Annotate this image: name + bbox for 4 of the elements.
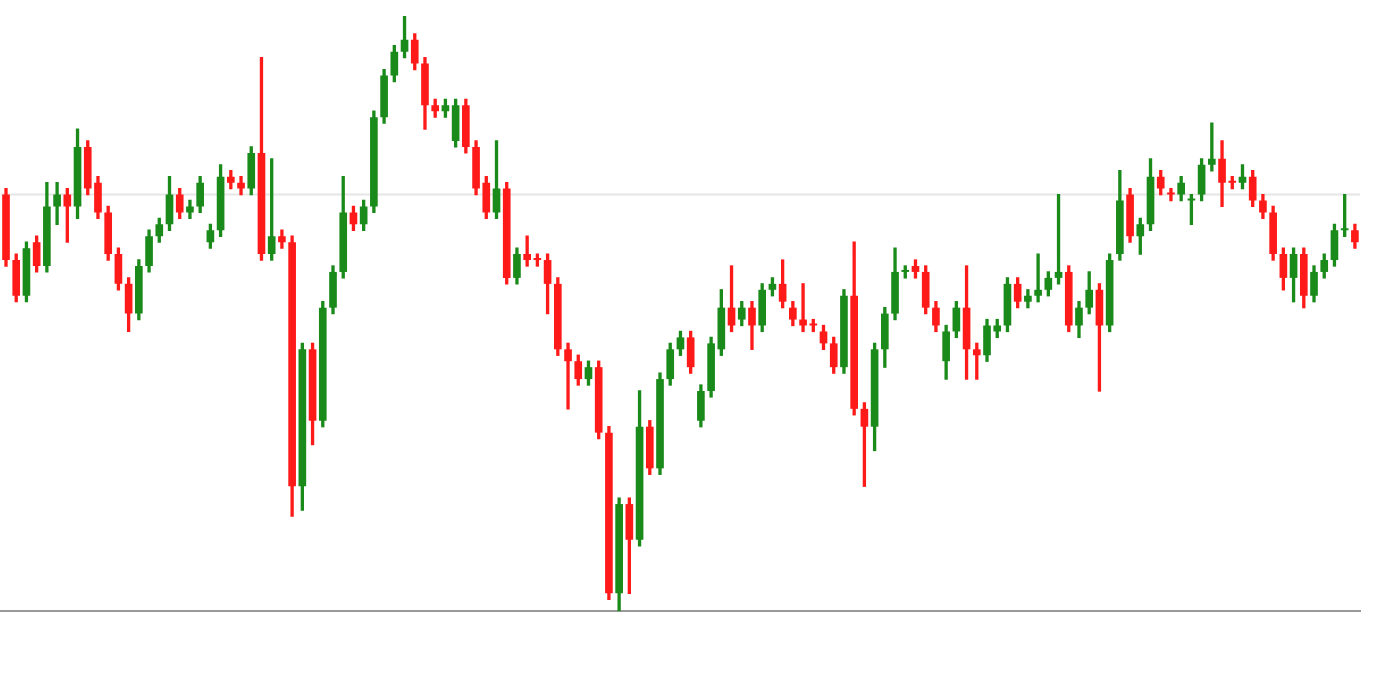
- candlestick: [1034, 253, 1042, 303]
- candlestick: [53, 182, 61, 225]
- candlestick: [1167, 187, 1175, 202]
- candlestick: [564, 342, 572, 410]
